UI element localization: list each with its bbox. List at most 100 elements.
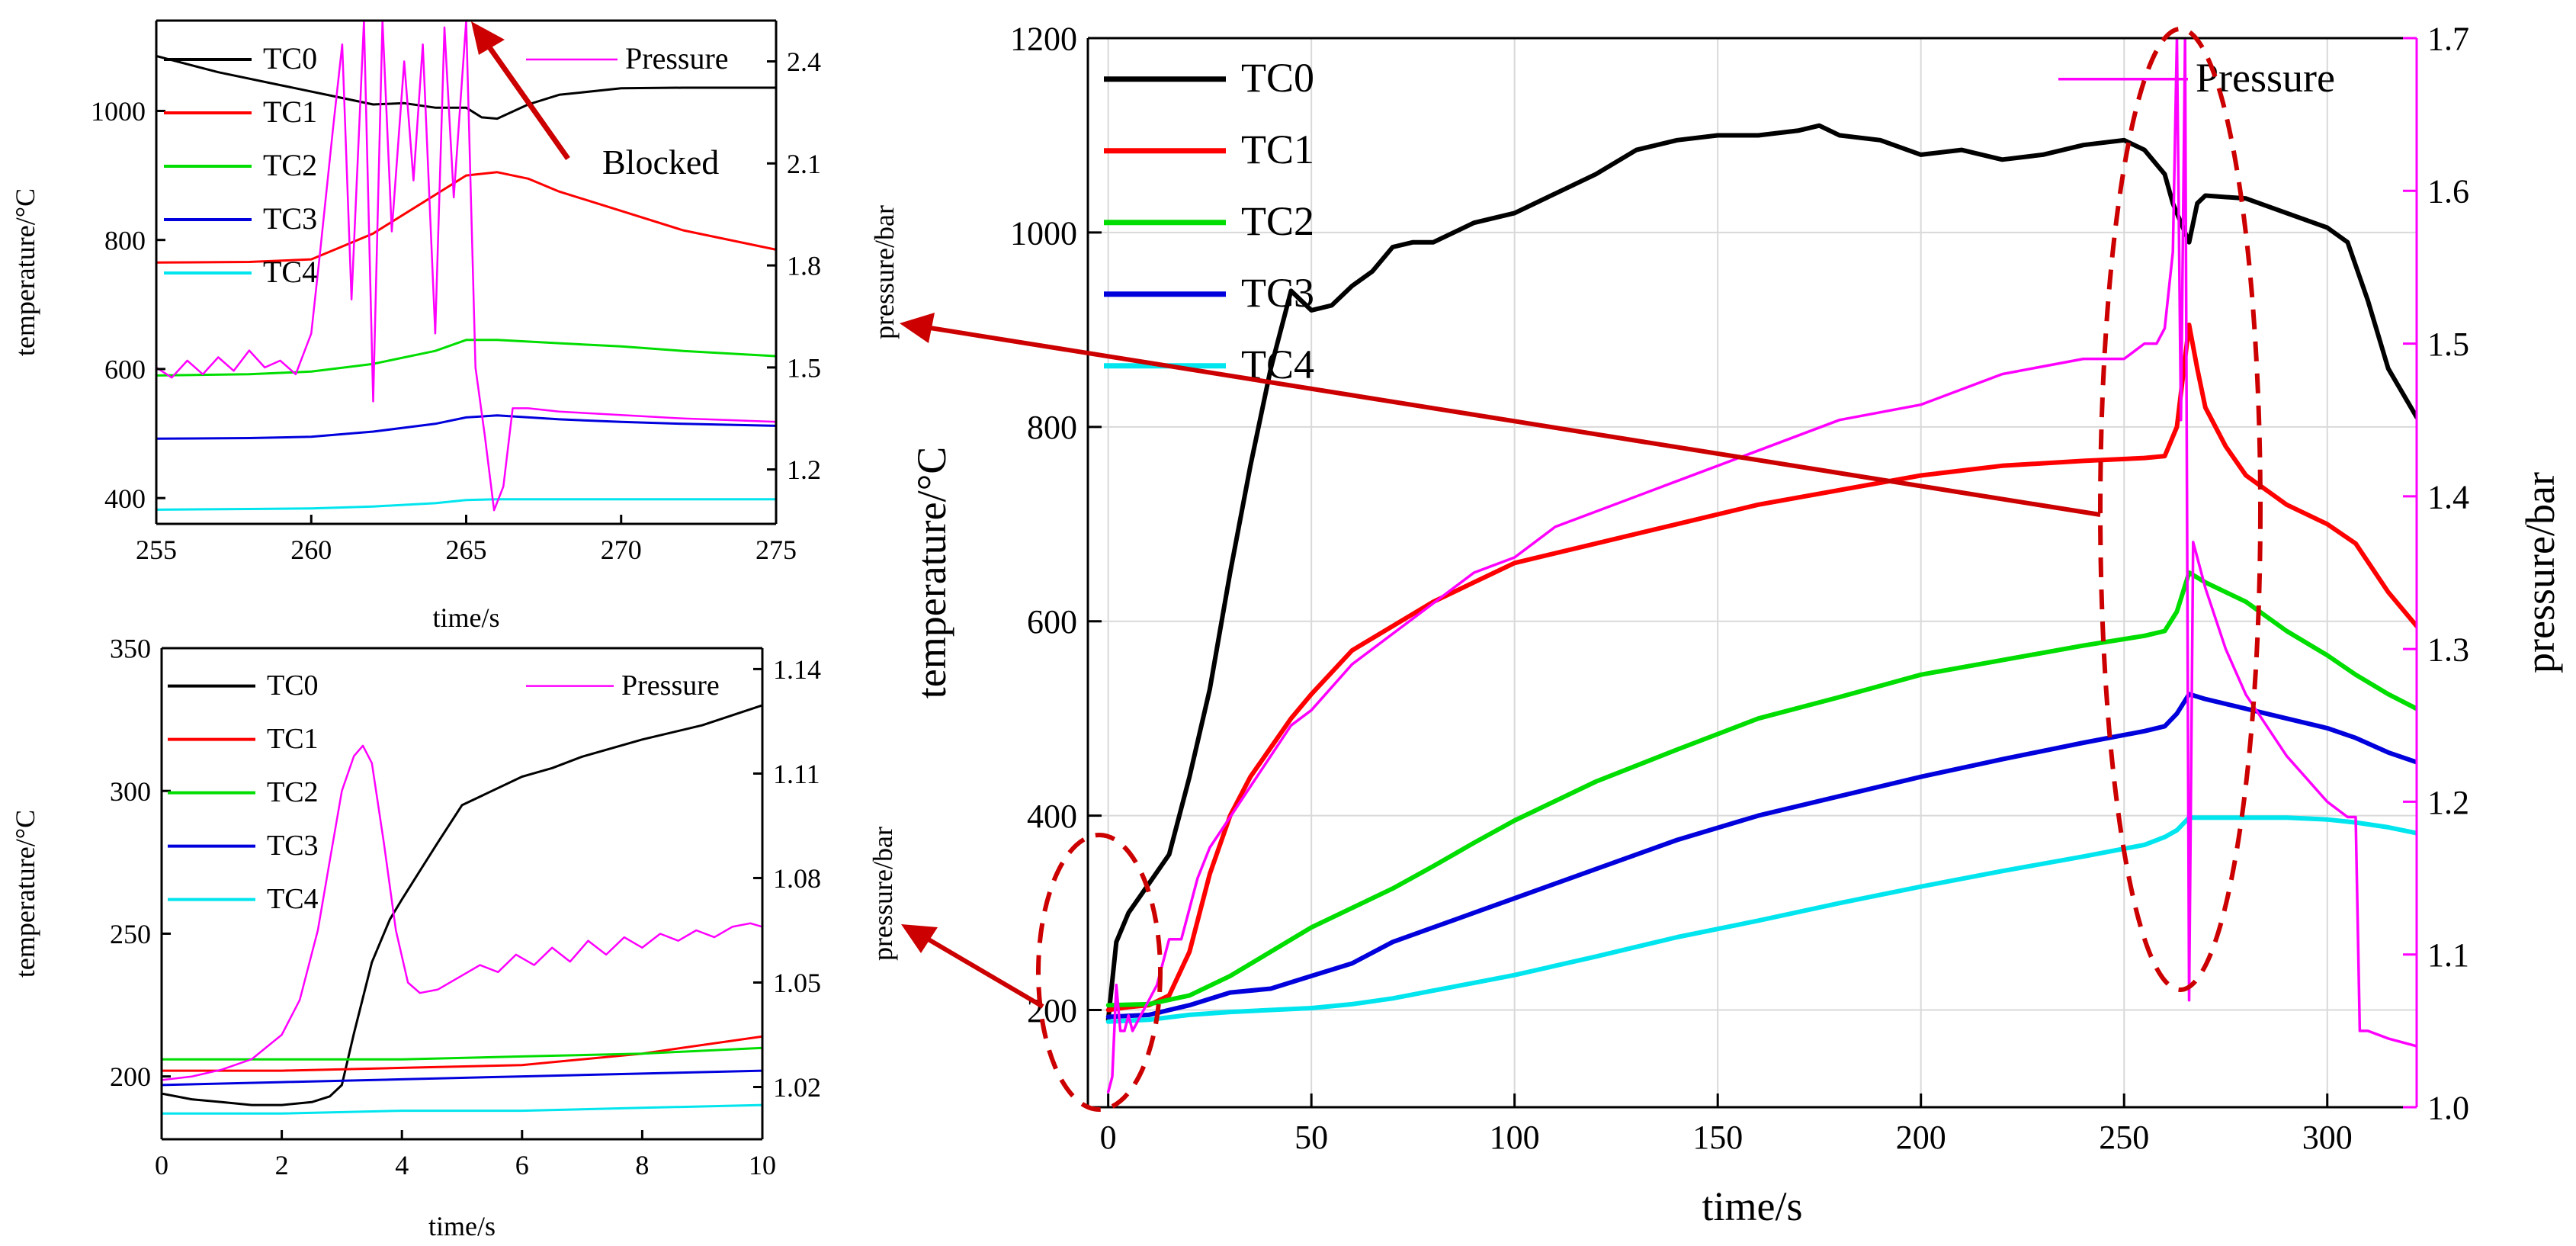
y-tick-label-right: 1.11 <box>773 759 820 789</box>
y-tick-label-right: 1.08 <box>773 863 821 894</box>
legend-label-tc2: TC2 <box>1241 198 1314 244</box>
blocked-arrow-shaft <box>487 45 570 161</box>
y-tick-label-left: 200 <box>1027 992 1077 1029</box>
x-tick-label: 6 <box>515 1150 529 1180</box>
chart-inset_top: 255 260 265 270 275 400 600 800 1000 1.2 1.5 1.8 2.1… <box>10 19 900 633</box>
y-tick-label-left: 250 <box>110 919 151 949</box>
series-line-tc0 <box>162 704 762 1106</box>
y-tick-label-right: 2.1 <box>787 149 821 179</box>
series-line-tc0 <box>1105 123 2417 1023</box>
y-axis-label-left: temperature/°C <box>10 188 40 356</box>
y-tick-label-right: 1.7 <box>2427 20 2469 57</box>
legend-label-pressure: Pressure <box>621 670 720 702</box>
y-tick-label-left: 200 <box>110 1061 151 1092</box>
x-tick-label: 265 <box>446 535 487 565</box>
link-arrow-top-head <box>900 313 935 343</box>
y-tick-label-right: 1.8 <box>787 251 821 281</box>
legend-label-tc3: TC3 <box>267 830 319 862</box>
y-tick-label-left: 350 <box>110 634 151 664</box>
series-line-tc0 <box>156 55 776 120</box>
y-axis-label-left: temperature/°C <box>10 810 40 978</box>
legend-label-tc0: TC0 <box>1241 55 1314 101</box>
x-tick-label: 2 <box>275 1150 289 1180</box>
series-line-tc1 <box>156 171 776 264</box>
y-tick-label-left: 800 <box>1027 409 1077 446</box>
x-tick-label: 260 <box>290 535 332 565</box>
series-group <box>156 21 776 512</box>
y-tick-label-right: 1.5 <box>787 352 821 383</box>
series-line-tc2 <box>162 1046 762 1061</box>
link-arrow-bottom-head <box>901 924 938 953</box>
x-tick-label: 150 <box>1692 1119 1743 1156</box>
series-line-tc1 <box>1105 323 2417 1013</box>
x-tick-label: 0 <box>155 1150 168 1180</box>
series-line-pressure <box>1106 38 2417 1093</box>
legend-label-tc3: TC3 <box>263 201 317 236</box>
y-tick-label-left: 600 <box>1027 603 1077 641</box>
y-tick-label-right: 1.2 <box>787 454 821 485</box>
legend-label-pressure: Pressure <box>625 41 729 75</box>
blocked-arrow-head <box>471 21 505 55</box>
x-tick-label: 255 <box>136 535 177 565</box>
x-tick-label: 10 <box>749 1150 776 1180</box>
y-tick-label-right: 1.4 <box>2427 478 2469 515</box>
x-tick-label: 8 <box>635 1150 649 1180</box>
legend-label-tc2: TC2 <box>267 776 319 808</box>
blocked-label: Blocked <box>602 143 719 181</box>
legend-label-tc0: TC0 <box>263 41 317 75</box>
chart-main: 0 50 100 150 200 250 300 200 400 600 800 1000 1200 1.… <box>909 20 2563 1229</box>
y-tick-label-right: 2.4 <box>787 47 821 77</box>
y-tick-label-left: 1000 <box>1010 214 1077 252</box>
x-axis-label: time/s <box>1702 1183 1803 1229</box>
legend-label-tc2: TC2 <box>263 148 317 182</box>
chart-inset_bottom: 0 2 4 6 8 10 200 250 300 350 1.02 1.05 1.08 1.11 1.14 t… <box>10 634 898 1241</box>
series-line-tc4 <box>156 498 776 511</box>
legend-label-tc4: TC4 <box>267 883 319 915</box>
y-tick-label-right: 1.1 <box>2427 936 2469 974</box>
series-group <box>162 704 762 1115</box>
series-line-pressure <box>156 21 776 512</box>
series-line-tc3 <box>1105 692 2417 1020</box>
x-tick-label: 270 <box>601 535 642 565</box>
y-tick-label-left: 1000 <box>91 96 146 127</box>
series-line-tc3 <box>156 414 776 440</box>
series-group <box>1105 38 2417 1093</box>
x-axis-label: time/s <box>433 602 500 633</box>
y-tick-label-right: 1.02 <box>773 1072 821 1103</box>
y-tick-label-right: 1.5 <box>2427 326 2469 363</box>
legend-label-tc1: TC1 <box>263 95 317 129</box>
x-tick-label: 0 <box>1100 1119 1117 1156</box>
x-axis-label: time/s <box>428 1211 496 1241</box>
series-line-tc2 <box>1105 570 2417 1008</box>
series-line-pressure <box>162 744 762 1081</box>
link-arrow-bottom-shaft <box>927 937 1044 1009</box>
y-tick-label-right: 1.3 <box>2427 631 2469 669</box>
y-tick-label-right: 1.14 <box>773 654 821 685</box>
x-tick-label: 300 <box>2302 1119 2353 1156</box>
legend-label-pressure: Pressure <box>2196 55 2335 101</box>
x-tick-label: 250 <box>2099 1119 2149 1156</box>
series-line-tc2 <box>156 339 776 377</box>
blocked-region-ellipse <box>2098 27 2263 992</box>
start-region-ellipse <box>1036 833 1163 1112</box>
y-tick-label-left: 400 <box>104 483 146 514</box>
legend-label-tc1: TC1 <box>267 723 319 755</box>
y-axis-label-right: pressure/bar <box>2517 472 2563 673</box>
y-tick-label-right: 1.0 <box>2427 1089 2469 1126</box>
y-tick-label-left: 800 <box>104 225 146 255</box>
legend-label-tc0: TC0 <box>267 670 319 702</box>
y-tick-label-right: 1.05 <box>773 968 821 998</box>
x-tick-label: 50 <box>1294 1119 1328 1156</box>
y-tick-label-left: 300 <box>110 776 151 807</box>
y-tick-label-left: 400 <box>1027 798 1077 835</box>
series-line-tc1 <box>162 1035 762 1072</box>
legend-label-tc1: TC1 <box>1241 127 1314 172</box>
y-axis-label-left: temperature/°C <box>909 447 954 698</box>
series-line-tc4 <box>162 1103 762 1115</box>
y-tick-label-left: 600 <box>104 355 146 385</box>
series-line-tc4 <box>1105 815 2417 1024</box>
y-tick-label-right: 1.2 <box>2427 784 2469 821</box>
legend-label-tc3: TC3 <box>1241 270 1314 316</box>
